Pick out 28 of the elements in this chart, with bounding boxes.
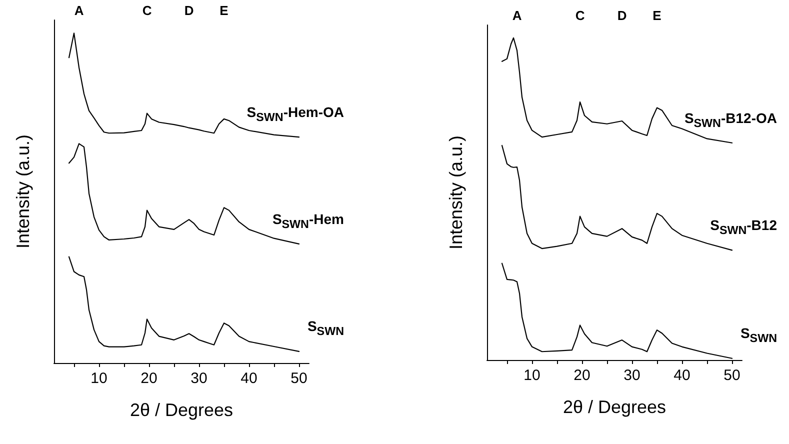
x-tick-label: 10 bbox=[90, 370, 108, 387]
text: E bbox=[652, 8, 662, 23]
series-label: S$_{SWN}$ bbox=[740, 326, 777, 346]
y-axis-title: Intensity (a.u.) bbox=[446, 135, 466, 250]
text: D bbox=[617, 8, 627, 23]
x-tick-label: 20 bbox=[140, 370, 158, 387]
x-tick-label: 20 bbox=[574, 367, 590, 384]
x-tick-label: 30 bbox=[190, 370, 208, 387]
x-tick-label: 40 bbox=[240, 370, 258, 387]
x-tick-label: 30 bbox=[624, 367, 640, 384]
text: D bbox=[184, 3, 194, 18]
x-tick-label: 40 bbox=[674, 367, 690, 384]
text: A bbox=[74, 3, 84, 18]
series-label: S$_{SWN}$-Hem bbox=[272, 211, 344, 232]
y-axis-title: Intensity (a.u.) bbox=[13, 134, 33, 249]
text: E bbox=[220, 3, 229, 18]
x-axis-title: 2θ / Degrees bbox=[130, 400, 234, 420]
text: C bbox=[575, 8, 586, 23]
x-tick-label: 10 bbox=[524, 367, 540, 384]
x-tick-label: 50 bbox=[290, 370, 308, 387]
text: A bbox=[512, 8, 522, 23]
series-label: S$_{SWN}$ bbox=[307, 318, 344, 340]
x-axis-title: 2θ / Degrees bbox=[562, 397, 666, 417]
x-tick-label: 50 bbox=[724, 367, 740, 384]
series-label: S$_{SWN}$-B12-OA bbox=[684, 110, 777, 131]
series-label: S$_{SWN}$-B12 bbox=[710, 217, 777, 238]
text: C bbox=[142, 3, 152, 18]
series-label: S$_{SWN}$-Hem-OA bbox=[246, 104, 344, 126]
